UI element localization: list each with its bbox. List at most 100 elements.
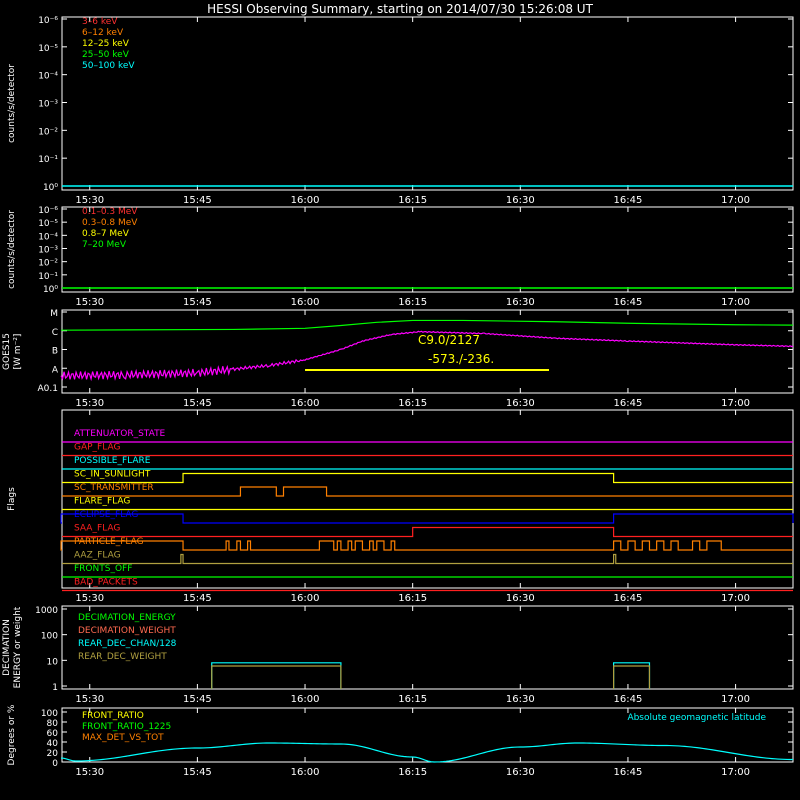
- decimation-xtick-label: 15:45: [183, 694, 212, 705]
- high-energy-rates-frame: [61, 206, 794, 293]
- low-energy-rates-xtick-label: 16:45: [614, 195, 643, 206]
- goes-ytick-label: M: [50, 309, 58, 319]
- flags-flag-label: SC_TRANSMITTER: [74, 483, 154, 493]
- high-energy-rates-ytick-label: 10⁻¹: [38, 272, 58, 282]
- geomagnetic-xtick-label: 15:30: [75, 767, 104, 778]
- goes-xtick-label: 16:00: [291, 398, 320, 409]
- flags-xtick-label: 17:00: [721, 593, 750, 604]
- low-energy-rates-ytick-label: 10⁻⁵: [38, 44, 58, 54]
- goes-ytick-label: C: [52, 328, 58, 338]
- low-energy-rates-legend-entry: 12–25 keV: [82, 39, 130, 49]
- geomagnetic-right-legend: Absolute geomagnetic latitude: [627, 713, 766, 723]
- flags-frame: [61, 409, 794, 589]
- flags-flag-label: ECLIPSE_FLAG: [74, 510, 138, 520]
- low-energy-rates-xtick-label: 15:45: [183, 195, 212, 206]
- low-energy-rates-legend-entry: 25–50 keV: [82, 50, 130, 60]
- low-energy-rates-legend-entry: 3–6 keV: [82, 17, 118, 27]
- goes-series-line: [61, 319, 794, 331]
- flags-flag-label: BAD_PACKETS: [74, 578, 138, 588]
- decimation-xtick-label: 15:30: [75, 694, 104, 705]
- geomagnetic-ytick-label: 80: [47, 719, 59, 729]
- goes-xtick-label: 15:45: [183, 398, 212, 409]
- geomagnetic-ytick-label: 0: [52, 759, 58, 769]
- high-energy-rates-legend-entry: 0.3–0.8 MeV: [82, 218, 138, 228]
- high-energy-rates-xtick-label: 15:45: [183, 297, 212, 308]
- geomagnetic-xtick-label: 17:00: [721, 767, 750, 778]
- geomagnetic-xtick-label: 16:15: [398, 767, 427, 778]
- flags-flag-trace: [62, 486, 793, 497]
- decimation-ylabel: DECIMATION: [2, 619, 12, 676]
- low-energy-rates-ylabel: counts/s/detector: [7, 64, 17, 143]
- geomagnetic-ytick-label: 20: [47, 749, 59, 759]
- high-energy-rates-ytick-label: 10⁻²: [38, 259, 58, 269]
- geomagnetic-xtick-label: 16:45: [614, 767, 643, 778]
- low-energy-rates-ytick-label: 10⁰: [43, 183, 58, 193]
- high-energy-rates-xtick-label: 16:15: [398, 297, 427, 308]
- flags-flag-label: SAA_FLAG: [74, 524, 120, 534]
- flags-flag-trace: [62, 472, 793, 484]
- high-energy-rates-xtick-label: 16:45: [614, 297, 643, 308]
- flags-flag-label: POSSIBLE_FLARE: [74, 456, 151, 466]
- goes-ytick-label: A0.1: [38, 384, 58, 394]
- flags-xtick-label: 16:15: [398, 593, 427, 604]
- high-energy-rates-ytick-label: 10⁻⁴: [38, 232, 58, 242]
- goes-ytick-label: B: [52, 347, 58, 357]
- high-energy-rates-xtick-label: 15:30: [75, 297, 104, 308]
- low-energy-rates-xtick-label: 16:00: [291, 195, 320, 206]
- decimation-ytick-label: 100: [41, 632, 58, 642]
- decimation-ytick-label: 1000: [35, 606, 58, 616]
- goes-ylabel: GOES15: [2, 333, 12, 370]
- high-energy-rates-xtick-label: 16:00: [291, 297, 320, 308]
- goes-frame: [61, 309, 794, 394]
- decimation-legend-entry: DECIMATION_ENERGY: [78, 613, 176, 623]
- geomagnetic-ytick-label: 60: [47, 729, 59, 739]
- goes-xtick-label: 16:45: [614, 398, 643, 409]
- decimation-series-step: [612, 665, 651, 689]
- high-energy-rates-ytick-label: 10⁻⁵: [38, 219, 58, 229]
- flags-flag-label: ATTENUATOR_STATE: [74, 429, 166, 439]
- geomagnetic-ytick-label: 40: [47, 739, 59, 749]
- flags-xtick-label: 16:45: [614, 593, 643, 604]
- low-energy-rates-ytick-label: 10⁻¹: [38, 155, 58, 165]
- decimation-frame: [61, 605, 794, 690]
- goes-flare-class: C9.0/2127: [418, 333, 480, 347]
- decimation-ylabel: ENERGY or weight: [13, 606, 23, 688]
- high-energy-rates-ytick-label: 10⁰: [43, 285, 58, 295]
- decimation-xtick-label: 16:30: [506, 694, 535, 705]
- high-energy-rates-xtick-label: 17:00: [721, 297, 750, 308]
- flags-flag-label: PARTICLE_FLAG: [74, 537, 144, 547]
- high-energy-rates-ytick-label: 10⁻³: [38, 246, 58, 256]
- flags-flag-label: FRONTS_OFF: [74, 564, 132, 574]
- geomagnetic-legend-entry: FRONT_RATIO: [82, 711, 144, 721]
- goes-xtick-label: 16:30: [506, 398, 535, 409]
- low-energy-rates-ytick-label: 10⁻³: [38, 100, 58, 110]
- low-energy-rates-xtick-label: 15:30: [75, 195, 104, 206]
- geomagnetic-ytick-label: 100: [41, 709, 58, 719]
- chart-title: HESSI Observing Summary, starting on 201…: [207, 2, 593, 16]
- flags-xtick-label: 15:45: [183, 593, 212, 604]
- goes-xtick-label: 15:30: [75, 398, 104, 409]
- flags-xtick-label: 15:30: [75, 593, 104, 604]
- flags-flag-trace: [60, 540, 793, 551]
- decimation-xtick-label: 17:00: [721, 694, 750, 705]
- flags-xtick-label: 16:30: [506, 593, 535, 604]
- flags-flag-label: FLARE_FLAG: [74, 497, 130, 507]
- flags-flag-label: GAP_FLAG: [74, 443, 120, 453]
- geomagnetic-legend-entry: MAX_DET_VS_TOT: [82, 733, 164, 743]
- flags-flag-label: SC_IN_SUNLIGHT: [74, 470, 151, 480]
- high-energy-rates-ytick-label: 10⁻⁶: [38, 206, 58, 216]
- geomagnetic-ylabel: Degrees or %: [7, 704, 17, 765]
- low-energy-rates-xtick-label: 16:30: [506, 195, 535, 206]
- flags-ylabel: Flags: [7, 487, 17, 511]
- decimation-xtick-label: 16:15: [398, 694, 427, 705]
- goes-xtick-label: 16:15: [398, 398, 427, 409]
- goes-series-line: [60, 330, 794, 382]
- low-energy-rates-ytick-label: 10⁻⁶: [38, 16, 58, 26]
- geomagnetic-series-line: [60, 742, 794, 763]
- decimation-xtick-label: 16:45: [614, 694, 643, 705]
- flags-flag-trace: [60, 513, 794, 524]
- low-energy-rates-ytick-label: 10⁻²: [38, 127, 58, 137]
- high-energy-rates-legend-entry: 0.8–7 MeV: [82, 229, 130, 239]
- low-energy-rates-xtick-label: 16:15: [398, 195, 427, 206]
- geomagnetic-xtick-label: 16:30: [506, 767, 535, 778]
